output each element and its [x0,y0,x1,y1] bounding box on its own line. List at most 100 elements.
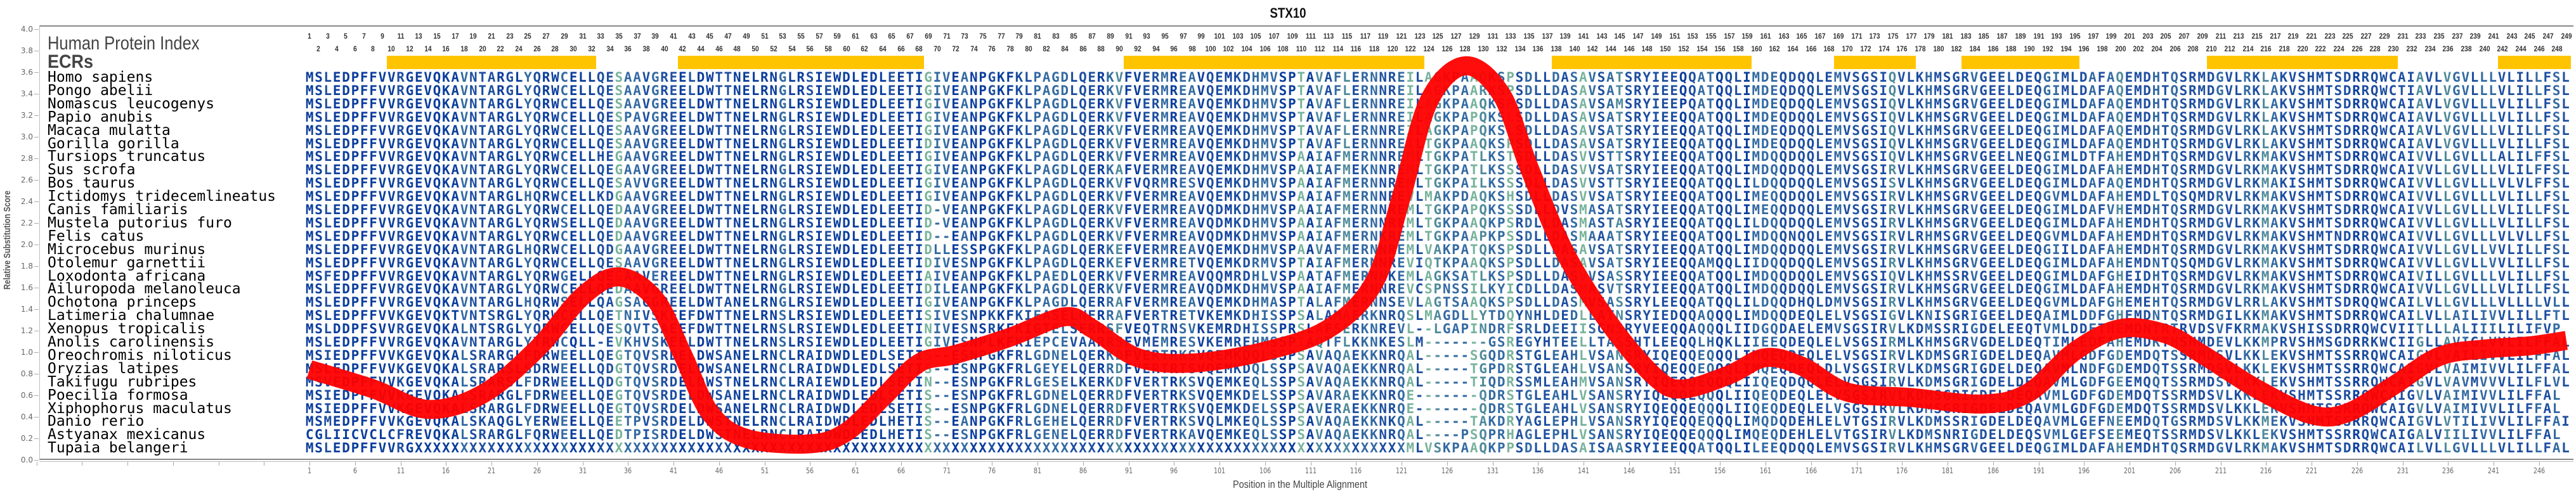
residue: G [1051,82,1060,98]
residue: V [1115,109,1124,125]
residue: E [951,70,959,85]
residue: A [633,136,641,151]
residue: L [1024,96,1032,112]
residue: V [1897,136,1906,151]
residue: L [1815,175,1824,191]
residue: R [2361,122,2370,138]
residue: E [1088,82,1096,98]
residue: A [960,202,969,217]
residue: S [2298,268,2306,284]
residue: F [1124,122,1133,138]
residue: E [2124,109,2133,125]
residue: Y [1643,241,1651,257]
x-tick-label: 91 [1124,466,1133,475]
residue: Q [433,268,441,284]
residue: G [987,109,996,125]
residue: Q [1079,281,1087,297]
position-number: 205 [2160,32,2171,41]
residue: L [2234,175,2242,191]
residue: K [1915,281,1924,297]
residue: E [1397,255,1405,271]
residue: W [833,189,842,205]
residue: K [660,308,668,324]
residue: K [1488,202,1497,217]
residue: L [2261,122,2270,138]
residue: G [2216,202,2224,217]
ecr-bar [1961,56,2080,69]
residue: R [660,281,668,297]
residue: S [1888,175,1897,191]
residue: F [2543,162,2552,178]
residue: D [1524,215,1533,231]
residue: G [1952,70,1960,85]
position-number: 107 [1268,32,1280,41]
residue: S [1852,149,1860,165]
residue: Q [1079,136,1087,151]
residue: E [1142,82,1151,98]
residue: Q [2034,82,2042,98]
residue: T [1424,202,1433,217]
residue: M [2315,255,2324,271]
residue: K [1015,82,1024,98]
residue: A [2088,295,2097,310]
residue: W [833,255,842,271]
residue: A [1460,82,1469,98]
residue: F [360,70,368,85]
residue: R [1634,149,1642,165]
position-number: 244 [2515,44,2527,53]
residue: Q [596,255,605,271]
residue: S [1570,109,1578,125]
residue: W [705,215,714,231]
residue: C [560,308,569,324]
residue: D [2206,149,2215,165]
residue: L [1815,189,1824,205]
residue: K [2279,215,2288,231]
residue: A [2270,268,2279,284]
residue: V [2225,70,2234,85]
species-name: Macaca mulatta [48,122,171,139]
residue: S [1497,109,1506,125]
position-number: 139 [1559,32,1571,41]
residue: E [2124,255,2133,271]
residue: S [1942,202,1951,217]
residue: V [1315,109,1324,125]
residue: R [1634,255,1642,271]
residue: G [405,281,414,297]
residue: L [587,162,596,178]
residue: I [1651,228,1660,244]
residue: A [633,162,641,178]
position-number: 136 [1532,44,1544,53]
residue: R [542,136,550,151]
position-number: 186 [1987,44,1999,53]
residue: A [451,136,459,151]
residue: V [1197,162,1206,178]
residue: C [2388,268,2397,284]
residue: D [2015,228,2024,244]
residue: T [478,162,487,178]
residue: Q [2034,175,2042,191]
residue: L [2434,268,2442,284]
residue: V [378,109,387,125]
residue: W [551,96,559,112]
residue: D [696,136,705,151]
position-number: 208 [2187,44,2199,53]
residue: F [2543,96,2552,112]
residue: G [778,82,787,98]
residue: F [360,175,368,191]
residue: G [1861,189,1870,205]
residue: A [2397,109,2406,125]
residue: P [1452,228,1460,244]
residue: S [315,228,323,244]
residue: E [678,162,687,178]
residue: F [369,255,377,271]
residue: S [2179,162,2188,178]
residue: A [1306,202,1315,217]
position-number: 229 [2379,32,2390,41]
residue: H [1251,241,1260,257]
residue: W [2379,162,2388,178]
residue: C [2388,149,2397,165]
x-tick-label: 226 [2351,466,2363,475]
residue: R [2243,70,2251,85]
residue: T [724,70,732,85]
residue: Q [1679,189,1688,205]
